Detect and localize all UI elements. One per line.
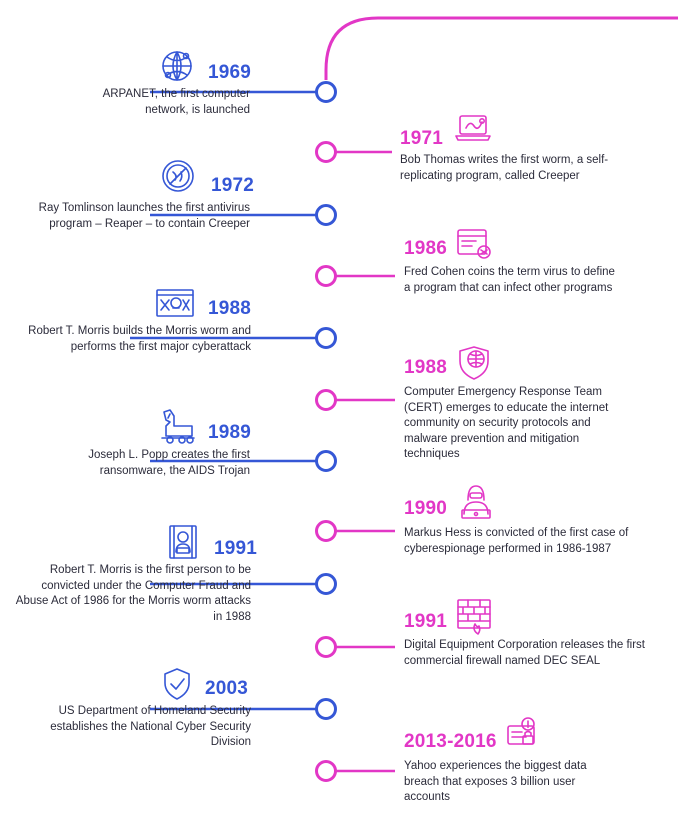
timeline-node: [315, 450, 337, 472]
event-description: US Department of Homeland Security estab…: [50, 705, 251, 748]
event-description: Robert T. Morris is the first person to …: [15, 564, 251, 623]
prisoner-icon: [169, 525, 197, 559]
trojan-horse-icon: [161, 409, 195, 444]
event-year: 1988: [404, 357, 448, 378]
timeline-node: [315, 141, 337, 163]
firewall-icon: [457, 599, 491, 635]
event-year: 1988: [208, 298, 252, 319]
hacker-icon: [461, 485, 491, 519]
event-description: Markus Hess is convicted of the first ca…: [404, 527, 629, 555]
timeline-node: [315, 760, 337, 782]
timeline-node: [315, 520, 337, 542]
event-description: Computer Emergency Response Team (CERT) …: [404, 386, 609, 460]
timeline-node: [315, 389, 337, 411]
timeline-node: [315, 204, 337, 226]
worm-laptop-icon: [455, 115, 491, 141]
event-description: Yahoo experiences the biggest data breac…: [404, 760, 587, 803]
event-description: Fred Cohen coins the term virus to defin…: [404, 266, 615, 294]
event-description: Ray Tomlinson launches the first antivir…: [38, 202, 250, 230]
event-description: ARPANET, the first computer network, is …: [102, 88, 250, 116]
timeline-node: [315, 573, 337, 595]
globe-shield-icon: [459, 346, 489, 380]
antivirus-shield-icon: [162, 160, 194, 192]
timeline-node: [315, 636, 337, 658]
event-year: 2003: [205, 678, 249, 699]
timeline-node: [315, 698, 337, 720]
timeline-node: [315, 81, 337, 103]
event-year: 1991: [214, 538, 258, 559]
skull-crossbones-icon: [156, 289, 194, 317]
event-year: 1986: [404, 238, 448, 259]
event-year: 2013-2016: [404, 731, 497, 752]
event-year: 1971: [400, 128, 444, 149]
globe-network-icon: [162, 51, 192, 81]
event-year: 1989: [208, 422, 252, 443]
event-year: 1969: [208, 62, 252, 83]
event-year: 1991: [404, 611, 448, 632]
check-shield-icon: [164, 668, 190, 700]
timeline-top-curve: [324, 16, 678, 80]
timeline-node: [315, 327, 337, 349]
event-description: Digital Equipment Corporation releases t…: [404, 639, 645, 667]
event-year: 1990: [404, 498, 448, 519]
timeline-node: [315, 265, 337, 287]
virus-window-icon: [457, 229, 491, 259]
event-description: Bob Thomas writes the first worm, a self…: [400, 154, 609, 182]
event-description: Robert T. Morris builds the Morris worm …: [28, 325, 251, 353]
data-breach-laptop-icon: [507, 717, 535, 745]
event-year: 1972: [211, 175, 255, 196]
event-description: Joseph L. Popp creates the first ransomw…: [88, 449, 250, 477]
